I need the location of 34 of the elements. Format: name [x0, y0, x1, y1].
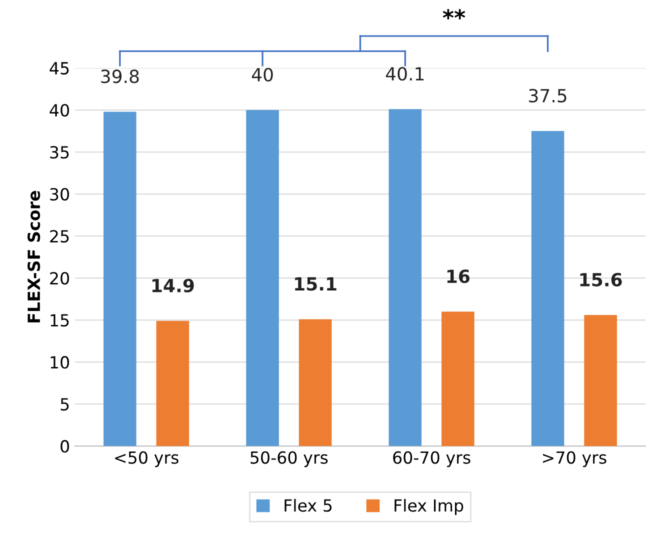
data-label: 40.1	[386, 67, 424, 81]
x-tick-label: >70 yrs	[543, 451, 606, 468]
x-tick-label: 50-60 yrs	[250, 451, 328, 468]
bar	[531, 131, 564, 446]
x-tick-label: 60-70 yrs	[393, 451, 470, 468]
y-tick-label: 40	[50, 104, 70, 117]
y-tick-label: 45	[50, 62, 69, 75]
bar	[442, 312, 474, 446]
data-label: 15.1	[295, 277, 336, 291]
bar	[104, 112, 136, 446]
bar	[298, 319, 332, 446]
y-tick-label: 10	[50, 356, 70, 369]
y-tick-label: 0	[60, 440, 70, 453]
y-tick-label: 5	[60, 398, 69, 411]
bar	[246, 110, 279, 446]
text: **	[442, 9, 466, 20]
bar	[388, 109, 422, 446]
data-label: 37.5	[529, 88, 566, 103]
bar	[156, 320, 190, 446]
y-axis-title: FLEX-SF Score	[28, 190, 40, 322]
legend-label: Flex 5	[284, 498, 332, 512]
data-label: 14.9	[152, 278, 194, 292]
y-tick-label: 30	[50, 188, 70, 201]
y-tick-label: 20	[50, 272, 70, 285]
data-label: 15.6	[580, 272, 622, 287]
y-tick-label: 35	[50, 146, 69, 159]
data-label: 39.8	[101, 70, 139, 84]
x-tick-label: <50 yrs	[115, 451, 178, 468]
y-tick-label: 15	[50, 314, 69, 327]
legend-label: Flex Imp	[394, 498, 464, 516]
y-tick-label: 25	[50, 230, 69, 243]
data-label: 40	[252, 68, 273, 82]
data-label: 16	[447, 270, 470, 284]
bar	[584, 315, 617, 446]
